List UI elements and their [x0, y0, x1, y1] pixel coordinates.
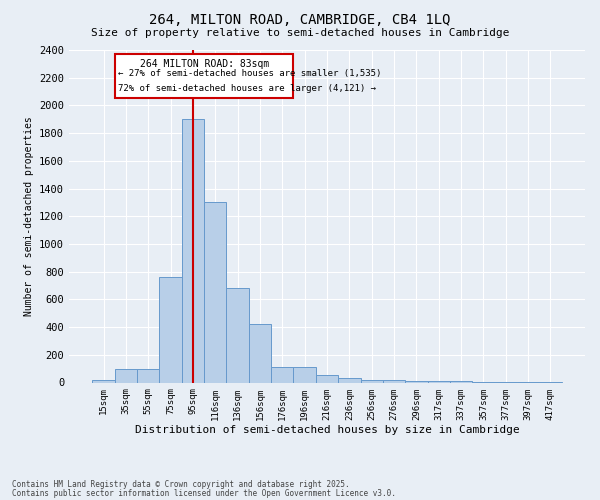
Bar [92, 380, 115, 382]
Text: 264, MILTON ROAD, CAMBRIDGE, CB4 1LQ: 264, MILTON ROAD, CAMBRIDGE, CB4 1LQ [149, 12, 451, 26]
Bar [115, 368, 137, 382]
Text: ← 27% of semi-detached houses are smaller (1,535): ← 27% of semi-detached houses are smalle… [118, 69, 382, 78]
Bar [405, 381, 428, 382]
Bar [338, 378, 361, 382]
Bar [428, 381, 450, 382]
Text: Contains public sector information licensed under the Open Government Licence v3: Contains public sector information licen… [12, 488, 396, 498]
Bar [316, 375, 338, 382]
Text: Size of property relative to semi-detached houses in Cambridge: Size of property relative to semi-detach… [91, 28, 509, 38]
Bar [137, 368, 160, 382]
Bar [271, 366, 293, 382]
Bar [383, 380, 405, 382]
Bar [361, 380, 383, 382]
Y-axis label: Number of semi-detached properties: Number of semi-detached properties [23, 116, 34, 316]
Bar [160, 277, 182, 382]
Bar [226, 288, 249, 382]
Bar [115, 54, 293, 98]
Bar [182, 120, 204, 382]
Bar [293, 366, 316, 382]
X-axis label: Distribution of semi-detached houses by size in Cambridge: Distribution of semi-detached houses by … [134, 425, 520, 435]
Text: Contains HM Land Registry data © Crown copyright and database right 2025.: Contains HM Land Registry data © Crown c… [12, 480, 350, 489]
Bar [249, 324, 271, 382]
Text: 72% of semi-detached houses are larger (4,121) →: 72% of semi-detached houses are larger (… [118, 84, 376, 93]
Text: 264 MILTON ROAD: 83sqm: 264 MILTON ROAD: 83sqm [140, 60, 269, 70]
Bar [204, 202, 226, 382]
